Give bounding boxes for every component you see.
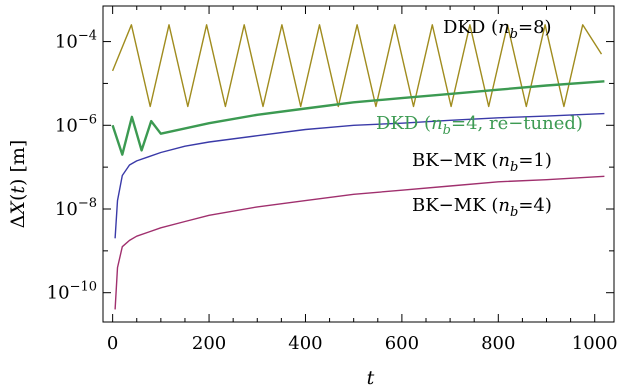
y-axis-ticks: 10−10 10−8 10−6 10−4 <box>47 29 614 304</box>
x-tick-label: 800 <box>481 333 515 354</box>
y-tick-label: 10−10 <box>47 280 97 304</box>
series-label-3: BK−MK (nb=1) <box>412 150 552 175</box>
y-tick-label: 10−8 <box>55 196 97 220</box>
x-tick-label: 1000 <box>572 333 618 354</box>
series-line-2 <box>111 80 605 156</box>
x-tick-label: 600 <box>385 333 419 354</box>
series-labels: DKD (nb=8) DKD (nb=4, re−tuned) BK−MK (nb=… <box>376 17 583 220</box>
series-line-3 <box>114 112 605 239</box>
series-label-1: DKD (nb=8) <box>443 17 552 42</box>
x-tick-label: 0 <box>107 333 118 354</box>
x-tick-label: 400 <box>288 333 322 354</box>
y-axis-title: ΔX(t) [m] <box>7 140 29 229</box>
series-label-2: DKD (nb=4, re−tuned) <box>376 113 583 138</box>
series-line-4 <box>114 175 605 310</box>
y-tick-label: 10−6 <box>55 112 97 136</box>
plot-frame <box>102 5 615 323</box>
series-label-4: BK−MK (nb=4) <box>412 195 552 220</box>
series-layer <box>111 24 605 310</box>
y-tick-label: 10−4 <box>55 29 97 53</box>
x-axis-ticks: 0 200 400 600 800 1000 <box>107 6 618 354</box>
x-axis-title: t <box>367 367 375 389</box>
x-tick-label: 200 <box>192 333 226 354</box>
series-line-1 <box>111 24 603 108</box>
